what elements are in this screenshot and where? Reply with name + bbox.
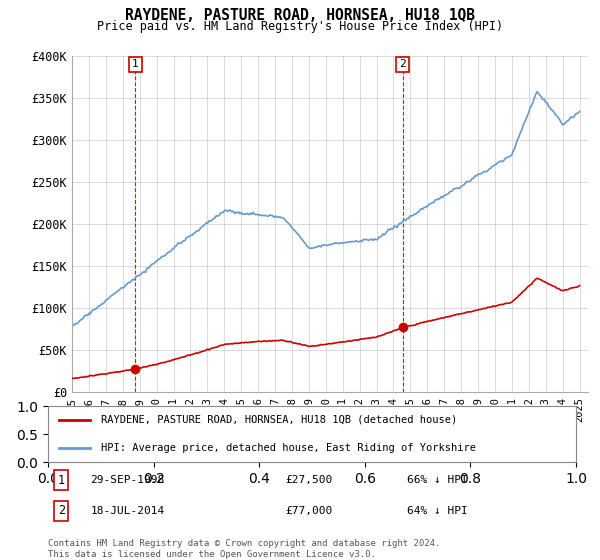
Text: £77,000: £77,000 bbox=[286, 506, 333, 516]
Text: Contains HM Land Registry data © Crown copyright and database right 2024.: Contains HM Land Registry data © Crown c… bbox=[48, 539, 440, 548]
Text: 66% ↓ HPI: 66% ↓ HPI bbox=[407, 475, 468, 485]
Text: 2: 2 bbox=[58, 505, 65, 517]
Text: 64% ↓ HPI: 64% ↓ HPI bbox=[407, 506, 468, 516]
Text: 1: 1 bbox=[132, 59, 139, 69]
Text: 29-SEP-1998: 29-SEP-1998 bbox=[90, 475, 164, 485]
Text: Price paid vs. HM Land Registry's House Price Index (HPI): Price paid vs. HM Land Registry's House … bbox=[97, 20, 503, 32]
Text: This data is licensed under the Open Government Licence v3.0.: This data is licensed under the Open Gov… bbox=[48, 550, 376, 559]
Text: 18-JUL-2014: 18-JUL-2014 bbox=[90, 506, 164, 516]
Text: RAYDENE, PASTURE ROAD, HORNSEA, HU18 1QB (detached house): RAYDENE, PASTURE ROAD, HORNSEA, HU18 1QB… bbox=[101, 415, 457, 425]
Text: RAYDENE, PASTURE ROAD, HORNSEA, HU18 1QB: RAYDENE, PASTURE ROAD, HORNSEA, HU18 1QB bbox=[125, 8, 475, 24]
Text: £27,500: £27,500 bbox=[286, 475, 333, 485]
Text: HPI: Average price, detached house, East Riding of Yorkshire: HPI: Average price, detached house, East… bbox=[101, 443, 476, 453]
Text: 2: 2 bbox=[399, 59, 406, 69]
Text: 1: 1 bbox=[58, 474, 65, 487]
